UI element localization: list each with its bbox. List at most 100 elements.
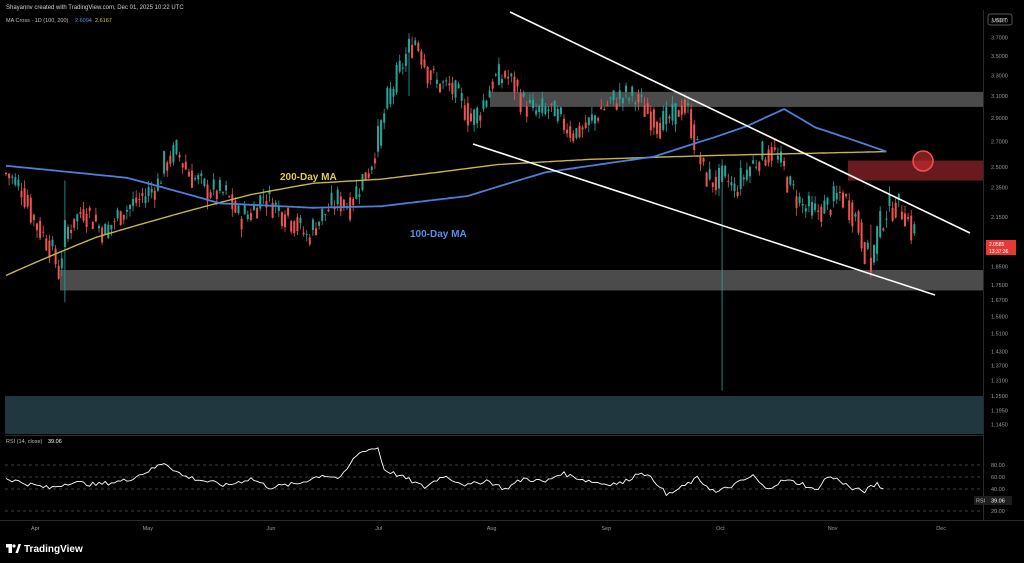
- candle[interactable]: [612, 90, 615, 106]
- candle[interactable]: [116, 207, 119, 222]
- candle[interactable]: [721, 159, 724, 391]
- candle[interactable]: [559, 106, 562, 117]
- candle[interactable]: [845, 193, 848, 199]
- candle[interactable]: [163, 150, 166, 177]
- candle[interactable]: [829, 208, 832, 218]
- candle[interactable]: [429, 69, 432, 85]
- candle[interactable]: [538, 104, 541, 119]
- candle[interactable]: [497, 57, 500, 86]
- candle[interactable]: [659, 117, 662, 139]
- candle[interactable]: [256, 204, 259, 219]
- candle[interactable]: [501, 74, 503, 89]
- candle[interactable]: [714, 170, 717, 195]
- candle[interactable]: [513, 71, 516, 101]
- candle[interactable]: [894, 197, 897, 219]
- candle[interactable]: [26, 189, 29, 209]
- candle[interactable]: [516, 78, 519, 93]
- candle[interactable]: [572, 130, 575, 144]
- candle[interactable]: [308, 234, 311, 247]
- candle[interactable]: [851, 199, 854, 233]
- candle[interactable]: [184, 154, 187, 171]
- candle[interactable]: [253, 201, 255, 211]
- candle[interactable]: [683, 93, 686, 116]
- upper-trendline[interactable]: [509, 11, 971, 234]
- candle[interactable]: [873, 244, 875, 266]
- candle[interactable]: [569, 120, 572, 143]
- candle[interactable]: [860, 218, 863, 252]
- candle[interactable]: [854, 211, 857, 222]
- candle[interactable]: [674, 103, 677, 133]
- candle[interactable]: [191, 163, 193, 188]
- candle[interactable]: [705, 171, 708, 188]
- candle[interactable]: [708, 161, 711, 181]
- candle[interactable]: [649, 105, 652, 136]
- candle[interactable]: [414, 37, 417, 47]
- candle[interactable]: [268, 185, 271, 202]
- candle[interactable]: [817, 204, 820, 220]
- candle[interactable]: [662, 105, 665, 132]
- candle[interactable]: [578, 122, 581, 139]
- candle[interactable]: [795, 189, 798, 216]
- candle[interactable]: [594, 114, 596, 131]
- candle[interactable]: [110, 224, 113, 236]
- candle[interactable]: [835, 185, 838, 204]
- candle[interactable]: [11, 174, 14, 185]
- candle[interactable]: [20, 183, 23, 206]
- candle[interactable]: [581, 125, 584, 138]
- candle[interactable]: [240, 215, 243, 238]
- candle[interactable]: [380, 119, 383, 149]
- candle[interactable]: [135, 190, 138, 207]
- candle[interactable]: [302, 226, 305, 237]
- candle[interactable]: [377, 118, 379, 158]
- candle[interactable]: [36, 222, 38, 239]
- candle[interactable]: [494, 72, 497, 77]
- candle[interactable]: [67, 224, 69, 242]
- candle[interactable]: [584, 115, 587, 129]
- candle[interactable]: [677, 109, 680, 117]
- candle[interactable]: [544, 102, 547, 116]
- candle[interactable]: [386, 85, 389, 110]
- candle[interactable]: [243, 200, 246, 215]
- candle[interactable]: [882, 227, 885, 232]
- candle[interactable]: [411, 36, 414, 59]
- candle[interactable]: [287, 207, 290, 219]
- candle[interactable]: [479, 111, 482, 129]
- candle[interactable]: [330, 185, 333, 208]
- candle[interactable]: [138, 192, 141, 208]
- candle[interactable]: [389, 81, 392, 107]
- candle[interactable]: [528, 94, 531, 104]
- candle[interactable]: [51, 236, 54, 251]
- candle[interactable]: [367, 168, 370, 179]
- candle[interactable]: [739, 160, 742, 196]
- candle[interactable]: [640, 88, 643, 104]
- candle[interactable]: [352, 196, 355, 212]
- candle[interactable]: [826, 197, 829, 210]
- candle[interactable]: [417, 40, 420, 53]
- ma100-line[interactable]: [5, 108, 887, 209]
- candle[interactable]: [646, 97, 649, 115]
- candle[interactable]: [228, 195, 231, 198]
- candle[interactable]: [879, 206, 882, 239]
- candle[interactable]: [178, 151, 181, 162]
- candle[interactable]: [687, 95, 689, 114]
- candle[interactable]: [206, 179, 209, 210]
- candle[interactable]: [801, 198, 804, 214]
- candle[interactable]: [166, 160, 169, 177]
- candle[interactable]: [395, 62, 398, 95]
- candle[interactable]: [913, 221, 916, 236]
- candle[interactable]: [284, 210, 286, 232]
- candle[interactable]: [132, 191, 135, 212]
- candle[interactable]: [736, 185, 739, 199]
- candle[interactable]: [305, 230, 308, 242]
- candle[interactable]: [553, 99, 556, 117]
- candle[interactable]: [730, 175, 733, 191]
- candle[interactable]: [482, 93, 485, 112]
- candle[interactable]: [194, 175, 197, 182]
- candle[interactable]: [466, 96, 469, 133]
- candle[interactable]: [575, 128, 578, 140]
- candle[interactable]: [160, 180, 162, 184]
- candle[interactable]: [761, 140, 764, 161]
- candle[interactable]: [153, 186, 156, 208]
- candle[interactable]: [463, 98, 466, 121]
- candle[interactable]: [643, 97, 646, 118]
